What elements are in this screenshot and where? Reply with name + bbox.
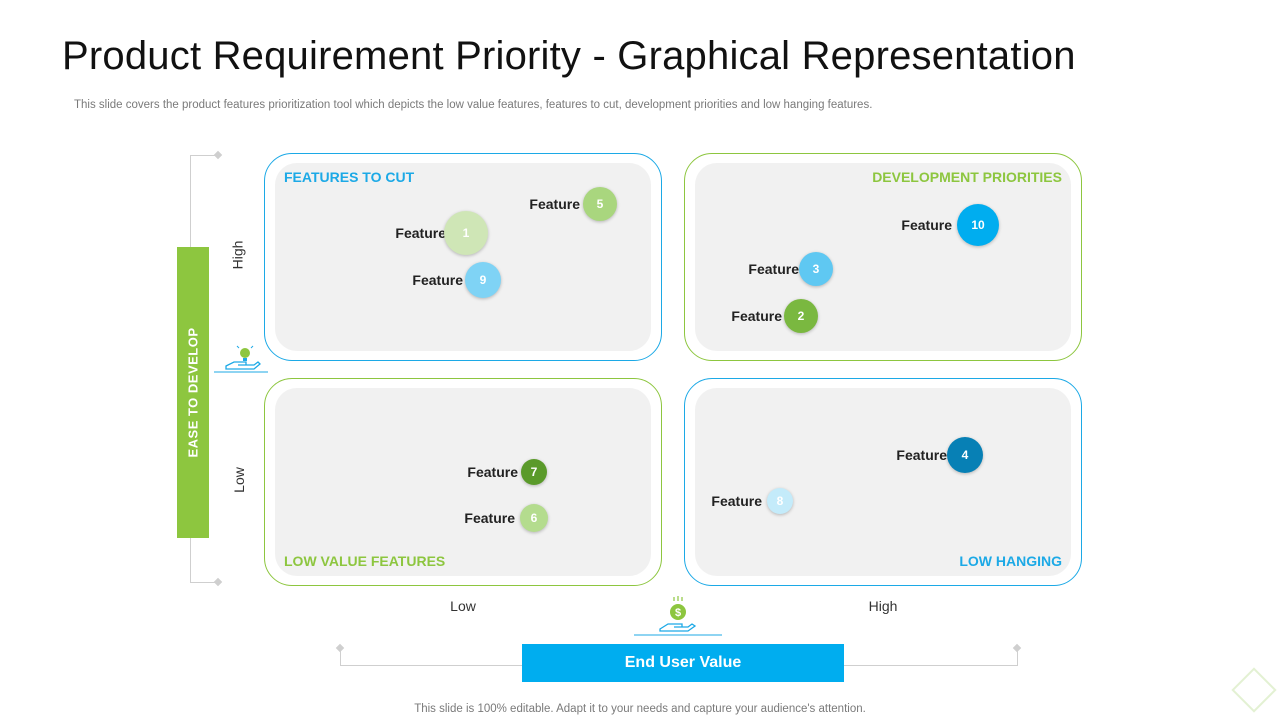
feature-number: 3 — [812, 262, 820, 276]
feature-bubble: 6 — [520, 504, 548, 532]
footer-note: This slide is 100% editable. Adapt it to… — [414, 703, 866, 715]
y-axis-bottom-tick — [190, 582, 218, 583]
feature-bubble: 2 — [784, 299, 818, 333]
feature-number: 10 — [971, 218, 985, 232]
feature-bubble: 10 — [957, 204, 999, 246]
feature-bubble: 8 — [767, 488, 793, 514]
feature-number: 9 — [479, 273, 487, 287]
feature-number: 6 — [530, 511, 538, 525]
feature-label: Feature — [464, 510, 515, 526]
feature-number: 7 — [530, 465, 538, 479]
ease-to-develop-bar: EASE TO DEVELOP — [177, 247, 209, 538]
x-axis-left-line — [340, 665, 522, 666]
y-axis-bottom-diamond — [213, 577, 223, 587]
feature-number: 4 — [961, 448, 969, 462]
x-axis-left-tick — [340, 649, 341, 666]
x-axis-low-label: Low — [450, 598, 476, 614]
x-axis-high-label: High — [868, 598, 898, 614]
feature-bubble: 1 — [444, 211, 488, 255]
y-axis-top-tick — [190, 155, 218, 156]
hand-lightbulb-icon — [214, 345, 268, 373]
feature-number: 5 — [596, 197, 604, 211]
x-axis-right-diamond — [1012, 643, 1022, 653]
feature-label: Feature — [896, 447, 947, 463]
x-axis-right-tick — [1017, 649, 1018, 666]
y-axis-high-label: High — [229, 240, 246, 270]
quadrant-label-low-value-features: LOW VALUE FEATURES — [284, 553, 446, 569]
quadrant-development-priorities — [684, 153, 1082, 361]
feature-label: Feature — [731, 308, 782, 324]
feature-bubble: 7 — [521, 459, 547, 485]
feature-bubble: 3 — [799, 252, 833, 286]
x-axis-left-diamond — [335, 643, 345, 653]
page-subtitle: This slide covers the product features p… — [74, 99, 873, 111]
svg-text:$: $ — [675, 607, 681, 619]
feature-label: Feature — [711, 493, 762, 509]
quadrant-label-development-priorities: DEVELOPMENT PRIORITIES — [872, 169, 1062, 185]
feature-number: 2 — [797, 309, 805, 323]
quadrant-label-low-hanging: LOW HANGING — [959, 553, 1062, 569]
x-axis-right-line — [844, 665, 1018, 666]
page-title: Product Requirement Priority - Graphical… — [62, 34, 1076, 78]
feature-label: Feature — [467, 464, 518, 480]
y-axis-low-label: Low — [230, 467, 247, 493]
feature-label: Feature — [412, 272, 463, 288]
feature-label: Feature — [529, 196, 580, 212]
feature-number: 1 — [462, 226, 470, 240]
feature-label: Feature — [901, 217, 952, 233]
y-axis-top-diamond — [213, 150, 223, 160]
quadrant-label-features-to-cut: FEATURES TO CUT — [284, 169, 415, 185]
feature-label: Feature — [395, 225, 446, 241]
feature-bubble: 4 — [947, 437, 983, 473]
quadrant-low-value-features — [264, 378, 662, 586]
quadrant-low-hanging — [684, 378, 1082, 586]
feature-bubble: 5 — [583, 187, 617, 221]
ease-to-develop-label: EASE TO DEVELOP — [185, 327, 201, 458]
feature-number: 8 — [776, 494, 784, 508]
hand-money-icon: $ — [634, 596, 722, 636]
end-user-value-label: End User Value — [624, 654, 742, 671]
end-user-value-bar: End User Value — [522, 644, 844, 682]
feature-bubble: 9 — [465, 262, 501, 298]
feature-label: Feature — [748, 261, 799, 277]
